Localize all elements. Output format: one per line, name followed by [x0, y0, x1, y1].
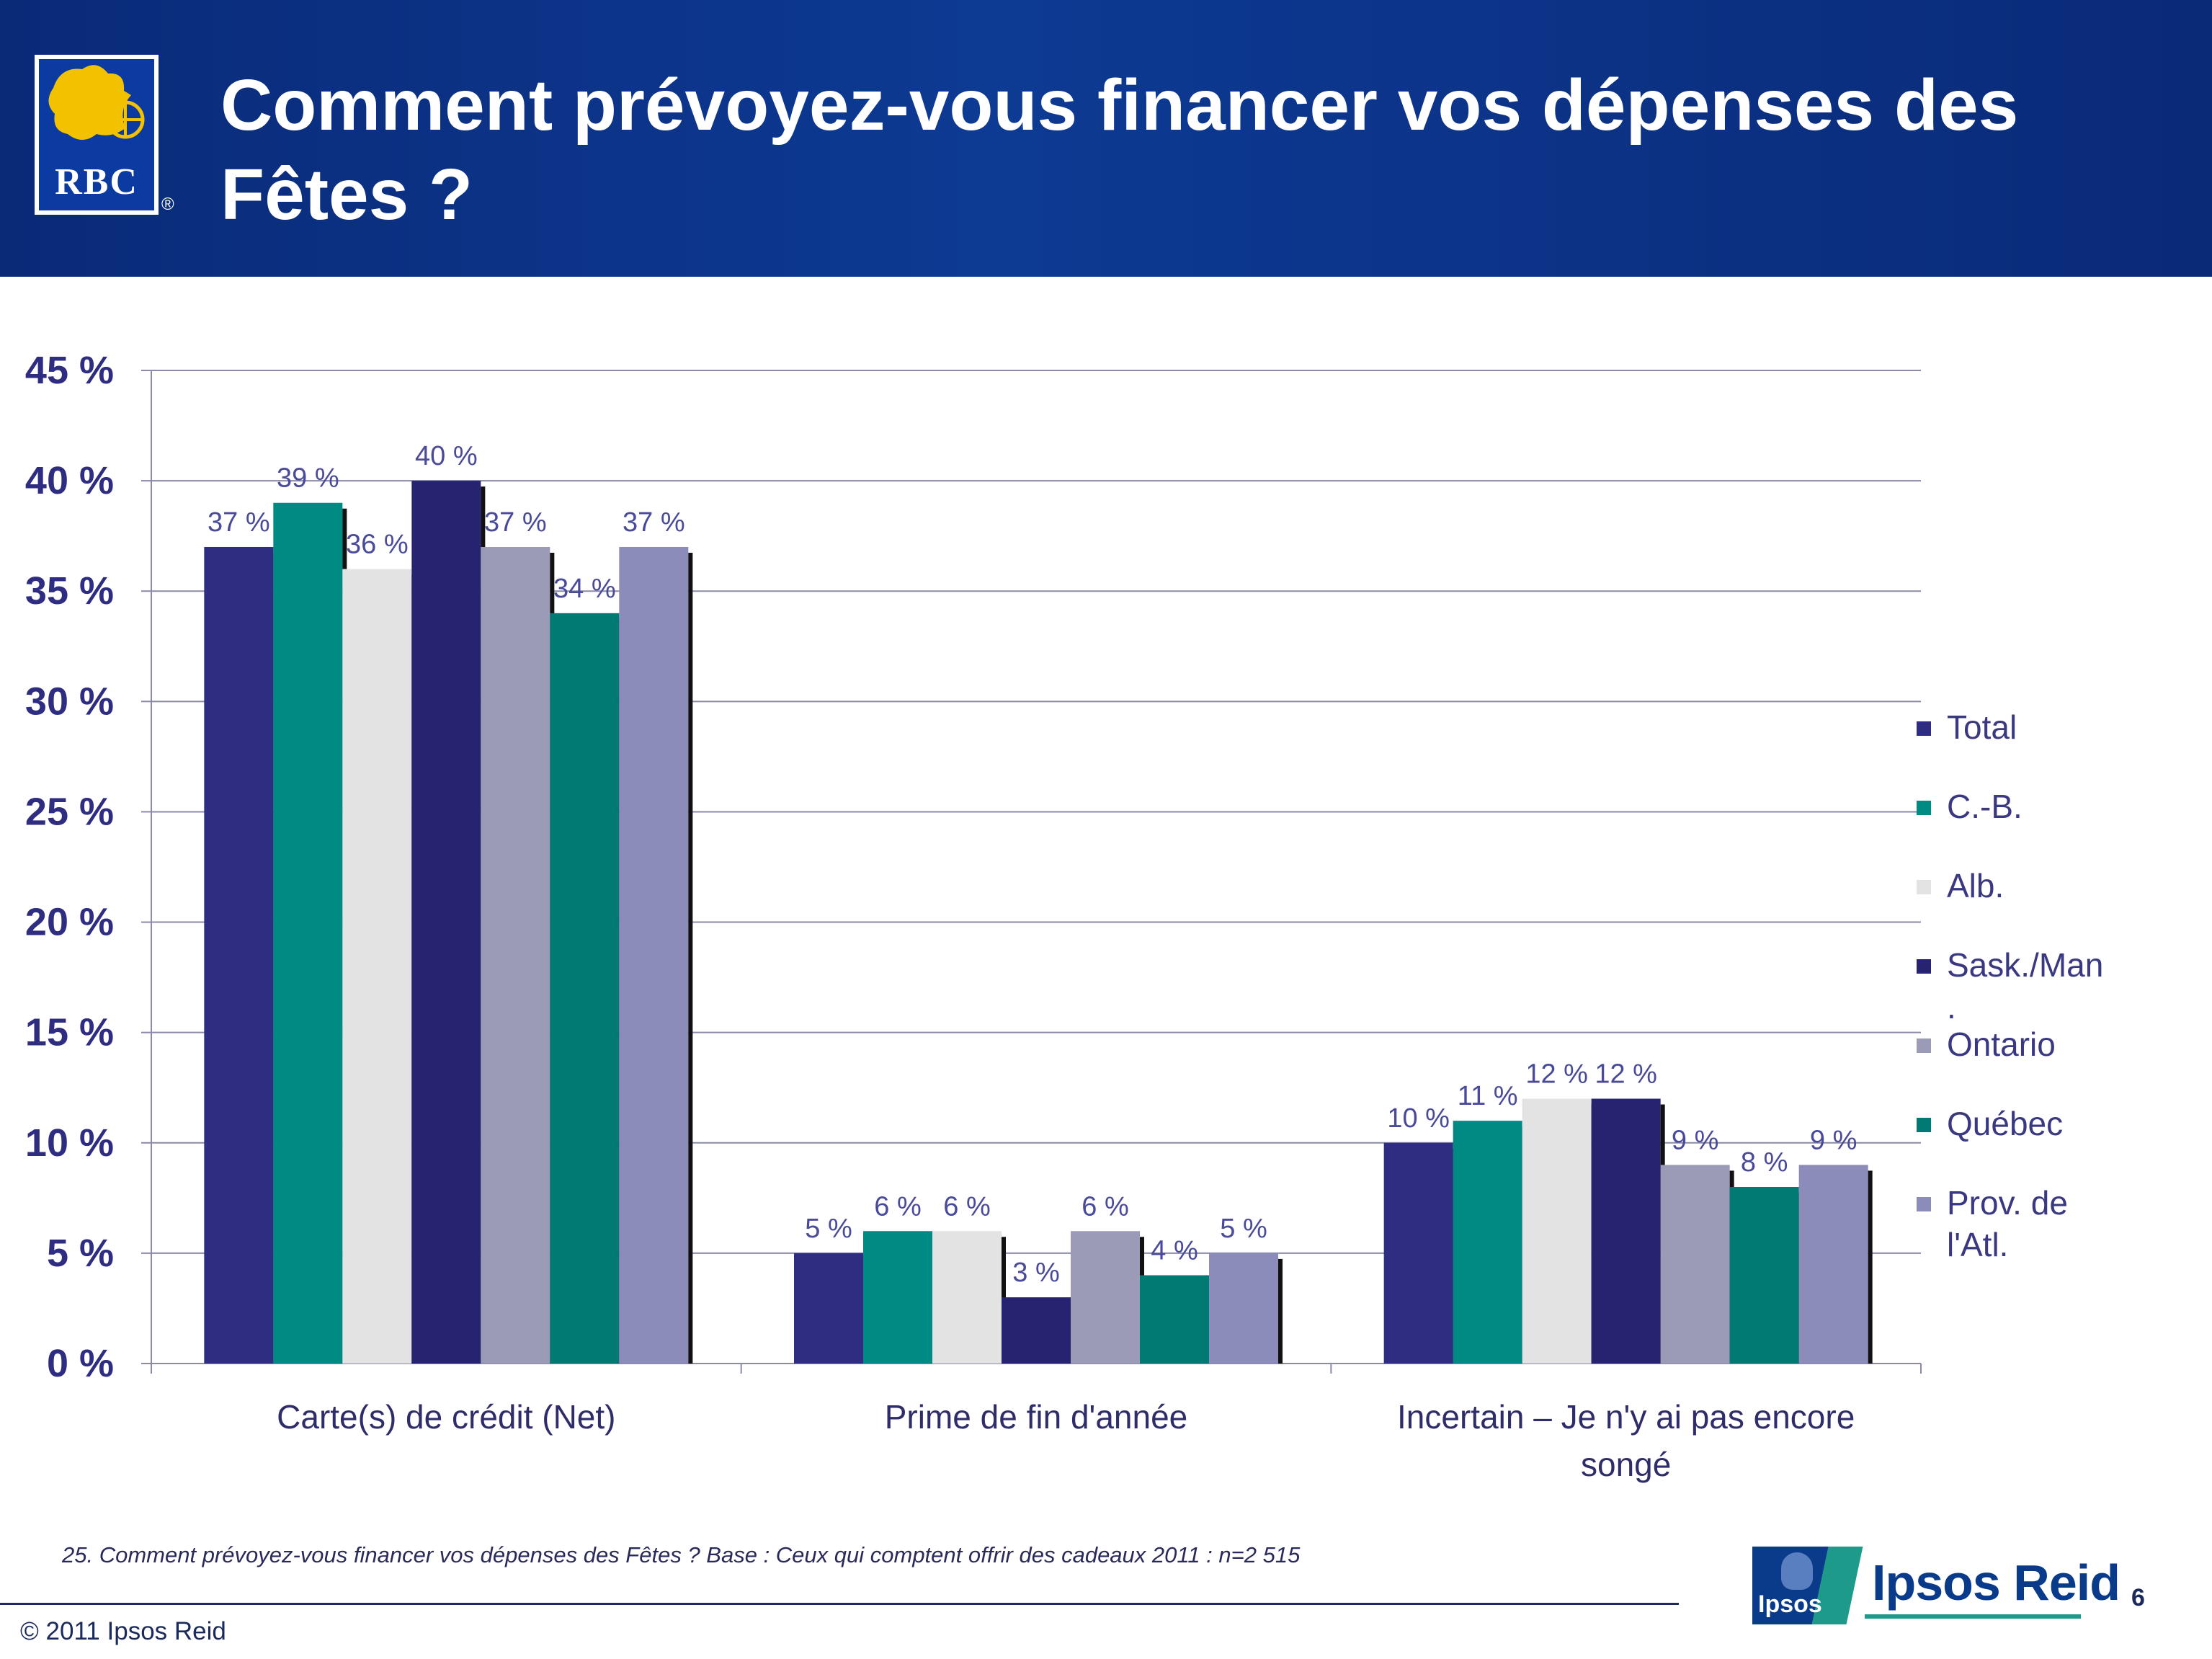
legend-label: Sask./Man. — [1947, 944, 2103, 1028]
category-label: Carte(s) de crédit (Net) — [277, 1398, 615, 1436]
data-label: 5 % — [805, 1214, 852, 1244]
y-tick-label: 40 % — [25, 459, 114, 502]
legend-label: Total — [1947, 706, 2017, 748]
bar — [1453, 1121, 1522, 1364]
legend-label: Ontario — [1947, 1023, 2056, 1065]
bar — [481, 546, 550, 1364]
page-title: Comment prévoyez-vous financer vos dépen… — [220, 65, 2019, 235]
data-label: 10 % — [1387, 1103, 1450, 1134]
legend-label: Prov. de l'Atl. — [1947, 1182, 2068, 1266]
data-label: 37 % — [484, 507, 547, 538]
bar — [619, 546, 689, 1364]
legend-label: C.-B. — [1947, 786, 2023, 827]
y-tick-label: 25 % — [25, 790, 114, 833]
ipsos-face-icon — [1781, 1552, 1813, 1590]
ipsos-logo: Ipsos — [1752, 1547, 1863, 1624]
bar — [550, 613, 620, 1364]
rbc-logo: RBC — [35, 55, 159, 215]
bar-shadow — [688, 552, 693, 1364]
data-label: 3 % — [1012, 1258, 1059, 1288]
copyright: © 2011 Ipsos Reid — [20, 1617, 226, 1645]
legend-label: Québec — [1947, 1103, 2063, 1144]
bar — [932, 1231, 1002, 1364]
legend-label-line: Total — [1947, 708, 2017, 746]
bar — [1729, 1187, 1799, 1364]
lion-icon — [48, 65, 145, 140]
footer-divider — [0, 1603, 1679, 1605]
data-label: 11 % — [1458, 1081, 1518, 1111]
legend-swatch — [1917, 880, 1931, 894]
question-note: 25. Comment prévoyez-vous financer vos d… — [62, 1542, 1301, 1567]
legend-label-line: l'Atl. — [1947, 1226, 2009, 1263]
legend-swatch — [1917, 721, 1931, 736]
data-label: 36 % — [346, 530, 409, 560]
bar — [1383, 1142, 1453, 1364]
legend-swatch — [1917, 1038, 1931, 1053]
bar — [411, 481, 481, 1364]
data-label: 5 % — [1220, 1214, 1267, 1244]
y-tick-label: 0 % — [47, 1342, 114, 1385]
bar — [794, 1253, 863, 1364]
legend-swatch — [1917, 1118, 1931, 1132]
legend-swatch — [1917, 801, 1931, 815]
page-number: 6 — [2131, 1584, 2145, 1611]
y-tick-label: 35 % — [25, 569, 114, 613]
data-label: 39 % — [277, 463, 339, 494]
category-label: Prime de fin d'année — [885, 1398, 1188, 1436]
bar — [204, 546, 274, 1364]
bar — [1591, 1098, 1661, 1364]
data-label: 6 % — [1082, 1191, 1128, 1222]
bar-shadow — [1278, 1258, 1283, 1364]
legend-label-line: Québec — [1947, 1105, 2064, 1142]
legend-label-line: Sask./Man — [1947, 946, 2104, 984]
bar — [1798, 1165, 1868, 1364]
legend-label-line: Alb. — [1947, 867, 2004, 904]
legend-swatch — [1917, 959, 1931, 974]
data-label: 12 % — [1525, 1059, 1588, 1090]
bar — [1002, 1297, 1071, 1364]
bar — [1660, 1165, 1730, 1364]
bar — [1140, 1275, 1209, 1364]
category-label: Incertain – Je n'y ai pas encore — [1397, 1398, 1855, 1436]
legend-label: Alb. — [1947, 865, 2004, 907]
bar — [342, 569, 412, 1364]
bar — [1071, 1231, 1140, 1364]
ipsos-underline — [1865, 1614, 2081, 1619]
data-label: 12 % — [1595, 1059, 1657, 1090]
data-label: 9 % — [1672, 1125, 1718, 1155]
data-label: 37 % — [623, 507, 685, 538]
bar — [273, 502, 343, 1364]
bar — [1209, 1253, 1278, 1364]
data-label: 40 % — [415, 441, 478, 471]
ipsos-reid-wordmark: Ipsos Reid — [1872, 1555, 2120, 1611]
data-label: 6 % — [943, 1191, 990, 1222]
ipsos-small-wordmark: Ipsos — [1758, 1591, 1822, 1618]
data-label: 34 % — [553, 574, 616, 604]
logo-text: RBC — [55, 161, 138, 203]
legend-swatch — [1917, 1197, 1931, 1211]
y-tick-label: 45 % — [25, 349, 114, 392]
data-label: 4 % — [1151, 1236, 1198, 1266]
y-tick-label: 30 % — [25, 680, 114, 723]
legend-label-line: Prov. de — [1947, 1184, 2068, 1222]
y-tick-label: 10 % — [25, 1121, 114, 1165]
header-banner: RBC ® Comment prévoyez-vous financer vos… — [0, 0, 2212, 277]
category-label: songé — [1581, 1446, 1671, 1483]
data-label: 6 % — [874, 1191, 921, 1222]
registered-mark: ® — [161, 195, 174, 214]
y-tick-label: 15 % — [25, 1011, 114, 1054]
data-label: 8 % — [1741, 1147, 1788, 1178]
data-label: 9 % — [1810, 1125, 1857, 1155]
bar — [1522, 1098, 1592, 1364]
y-tick-label: 20 % — [25, 901, 114, 944]
legend-label-line: . — [1947, 988, 1956, 1026]
y-tick-label: 5 % — [47, 1232, 114, 1275]
data-label: 37 % — [208, 507, 270, 538]
bar-shadow — [1868, 1170, 1873, 1364]
legend-label-line: C.-B. — [1947, 788, 2023, 825]
bar — [863, 1231, 932, 1364]
legend-label-line: Ontario — [1947, 1026, 2056, 1063]
